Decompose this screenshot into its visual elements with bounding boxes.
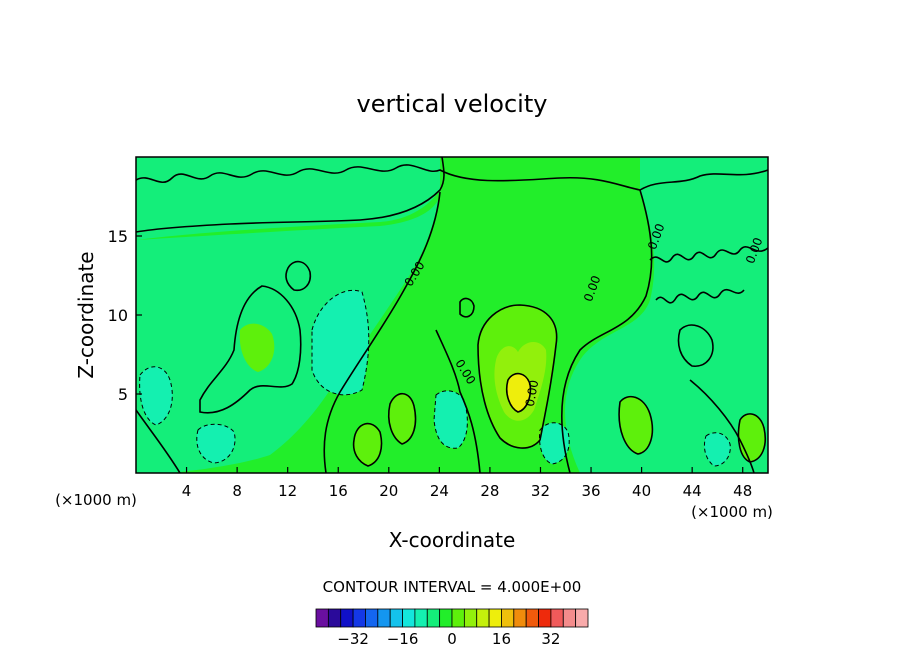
- contour-labels: 0.00 0.00 0.00 0.00 0.00 0.00: [402, 222, 766, 408]
- colorbar-box: [414, 608, 428, 628]
- region-positive-3: [388, 393, 416, 444]
- contour-line-mid-left: [199, 285, 302, 414]
- region-positive-6: [239, 323, 275, 372]
- contour-line-blob-3: [618, 395, 654, 455]
- region-negative-5: [539, 422, 570, 464]
- y-tick-label: 5: [118, 385, 128, 404]
- x-tick-label: 16: [329, 482, 348, 500]
- contour-line-top-noise: [136, 164, 768, 191]
- contour-line-right-noise: [649, 246, 768, 263]
- x-tick-label: 20: [379, 482, 398, 500]
- contour-dashed-3: [196, 423, 236, 464]
- colorbar-tick-label: −16: [387, 630, 419, 648]
- region-positive-4: [619, 396, 653, 454]
- contour-dashed-4: [433, 390, 468, 449]
- colorbar-box: [402, 608, 416, 628]
- x-tick-label: 36: [581, 482, 600, 500]
- contour-line-blob-2: [387, 392, 417, 445]
- colorbar-box: [389, 608, 403, 628]
- x-axis-label: X-coordinate: [389, 528, 516, 552]
- colorbar-labels: −32 −16 0 16 32: [337, 630, 560, 648]
- colorbar-tick-label: 0: [447, 630, 457, 648]
- colorbar-box: [463, 608, 478, 628]
- colorbar-tick-label: −32: [337, 630, 369, 648]
- contour-line-blob-1: [352, 422, 383, 467]
- region-negative-2: [139, 366, 173, 425]
- region-negative-6: [704, 432, 731, 466]
- contour-line-plume: [477, 304, 558, 449]
- colorbar-box: [340, 608, 354, 628]
- colorbar-box: [525, 608, 539, 628]
- x-unit-label-right: (×1000 m): [691, 503, 773, 521]
- region-negative-4: [434, 390, 468, 449]
- colorbar-box: [377, 608, 391, 628]
- region-negative-3: [196, 424, 236, 463]
- plot-area: 0.00 0.00 0.00 0.00 0.00 0.00: [135, 156, 769, 474]
- contour-line-upper: [136, 157, 445, 233]
- region-positive-peak: [506, 373, 531, 412]
- colorbar-box: [488, 608, 502, 628]
- contour-line-right-divide: [560, 189, 653, 473]
- colorbar-box: [575, 608, 589, 628]
- contour-interval-text: CONTOUR INTERVAL = 4.000E+00: [323, 578, 582, 596]
- colorbar-box: [439, 608, 453, 628]
- x-tick-label: 12: [278, 482, 297, 500]
- y-tick-label: 15: [108, 227, 128, 246]
- colorbar-box: [538, 608, 552, 628]
- y-tick-label: 10: [108, 306, 128, 325]
- colorbar-box: [315, 608, 329, 628]
- contour-lines: [136, 157, 768, 473]
- contour-line-left-bottom: [136, 409, 181, 473]
- contour-line-right-noise-2: [655, 288, 745, 304]
- x-tick-label: 48: [733, 482, 752, 500]
- contour-line-right-loop: [677, 324, 714, 367]
- contour-dashed-5: [539, 422, 570, 465]
- contour-line-center-left: [435, 329, 481, 473]
- x-tick-label: 28: [480, 482, 499, 500]
- colorbar-box: [501, 608, 515, 628]
- colorbar-box: [513, 608, 527, 628]
- colorbar-box: [426, 608, 441, 628]
- y-axis-label: Z-coordinate: [74, 251, 98, 378]
- contour-line-plume-inner: [505, 372, 532, 413]
- colorbar-box: [451, 608, 465, 628]
- x-tick-label: 24: [430, 482, 449, 500]
- x-unit-label-left: (×1000 m): [55, 491, 137, 509]
- region-left-mid: [136, 196, 440, 473]
- colorbar-box: [476, 608, 490, 628]
- x-axis: 4 8 12 16 20 24 28 32 36 40 44 48: [182, 467, 752, 500]
- colorbar-box: [562, 608, 577, 628]
- contour-line-blob-6: [459, 297, 475, 318]
- colorbar-tick-label: 16: [492, 630, 511, 648]
- contour-line-left-divide: [323, 191, 441, 473]
- x-tick-label: 32: [531, 482, 550, 500]
- colorbar-box: [550, 608, 564, 628]
- colorbar-box: [352, 608, 366, 628]
- colorbar-box: [365, 608, 379, 628]
- region-positive-2: [353, 423, 382, 466]
- negative-contour-lines: [139, 289, 731, 467]
- colorbar-box: [327, 608, 342, 628]
- y-axis: 5 10 15: [108, 227, 142, 404]
- contour-dashed-1: [311, 289, 370, 396]
- x-tick-label: 44: [683, 482, 702, 500]
- contour-line-blob-4: [737, 413, 766, 463]
- contour-line-blob-5: [285, 260, 312, 292]
- x-tick-label: 4: [182, 482, 192, 500]
- contour-dashed-2: [139, 366, 173, 426]
- region-right-mid: [565, 157, 768, 473]
- contour-line-right-bottom: [689, 379, 755, 473]
- colorbar: [315, 608, 589, 628]
- colorbar-tick-label: 32: [541, 630, 560, 648]
- contour-label: 0.00: [523, 379, 541, 408]
- x-tick-label: 40: [632, 482, 651, 500]
- x-tick-label: 8: [232, 482, 242, 500]
- chart-title: vertical velocity: [357, 90, 548, 118]
- contour-dashed-6: [703, 432, 731, 467]
